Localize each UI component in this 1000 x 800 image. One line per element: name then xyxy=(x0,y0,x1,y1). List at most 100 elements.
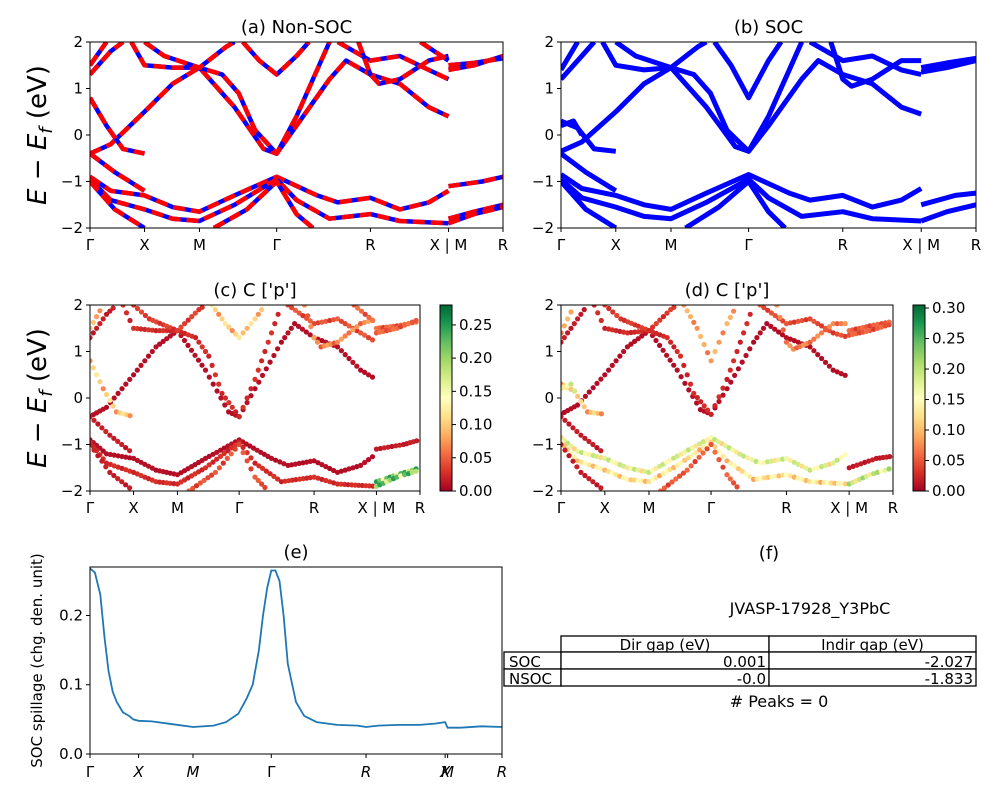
band-point xyxy=(157,341,163,347)
y-tick-label: 2 xyxy=(544,296,554,314)
panel-title: (a) Non-SOC xyxy=(241,17,352,38)
band-line-dashed xyxy=(90,96,145,156)
band-point xyxy=(582,472,588,479)
x-tick-label: Γ xyxy=(235,499,244,517)
band-point xyxy=(774,305,780,308)
band-point xyxy=(886,466,892,472)
y-tick-label: 2 xyxy=(73,33,83,51)
band-point xyxy=(97,308,103,314)
band-point xyxy=(259,307,265,313)
band-point xyxy=(830,460,836,466)
band-point xyxy=(131,372,137,378)
band-line xyxy=(920,55,976,71)
band-point xyxy=(394,325,400,331)
x-tick-label: Γ xyxy=(86,236,95,254)
band-point xyxy=(209,362,215,368)
band-point xyxy=(826,328,833,334)
band-point xyxy=(783,335,790,341)
band-point xyxy=(777,314,783,320)
colorbar-tick-label: 0.15 xyxy=(932,391,965,409)
band-point xyxy=(575,448,581,455)
band-point xyxy=(389,443,395,450)
band-point xyxy=(338,348,344,354)
band-point xyxy=(734,484,740,490)
band-point xyxy=(811,318,817,324)
band-point xyxy=(887,454,893,460)
band-point xyxy=(199,362,205,368)
band-point xyxy=(323,464,329,470)
band-point xyxy=(724,321,730,327)
band-point xyxy=(186,488,192,491)
band-point xyxy=(582,450,589,457)
band-point xyxy=(571,388,577,394)
band-point xyxy=(160,338,166,344)
panel-b-soc: 210−1−2Γ X M Γ R X | M R(b) SOC xyxy=(532,17,981,254)
band-line xyxy=(684,179,787,228)
band-point xyxy=(311,335,317,341)
y-tick-label: 0.0 xyxy=(59,745,83,763)
band-line-dashed xyxy=(447,202,503,221)
band-point xyxy=(236,335,242,341)
band-point xyxy=(95,453,101,459)
band-point xyxy=(267,471,273,477)
band-point xyxy=(149,348,155,355)
band-point xyxy=(178,324,184,330)
band-line xyxy=(90,96,145,156)
band-point xyxy=(90,335,93,341)
band-point xyxy=(331,480,337,486)
y-tick-label: 0.1 xyxy=(59,676,83,694)
band-point xyxy=(248,321,254,327)
band-point xyxy=(414,438,420,444)
band-point xyxy=(753,458,759,464)
band-point xyxy=(206,453,212,459)
band-line-dashed xyxy=(90,151,146,193)
band-point xyxy=(826,324,833,330)
band-point xyxy=(671,362,677,368)
band-point xyxy=(315,460,321,466)
band-point xyxy=(351,305,357,308)
band-point xyxy=(720,392,726,398)
band-point xyxy=(97,379,103,385)
x-tick-label: Γ xyxy=(744,236,753,254)
band-point xyxy=(731,358,737,364)
band-point xyxy=(248,386,254,392)
band-point xyxy=(315,320,321,326)
band-point xyxy=(307,332,313,338)
band-point xyxy=(660,347,666,353)
band-point xyxy=(822,359,829,365)
band-point xyxy=(561,339,564,345)
ylabel-row2: E − Ef (eV) xyxy=(23,328,57,468)
band-point xyxy=(229,404,235,410)
band-point xyxy=(225,448,231,454)
band-point xyxy=(735,466,742,472)
y-tick-label: −2 xyxy=(532,219,554,237)
band-point xyxy=(127,317,133,324)
band-point xyxy=(255,367,261,373)
band-point xyxy=(561,441,564,448)
band-point xyxy=(202,348,209,355)
band-point xyxy=(682,380,688,386)
band-point xyxy=(233,331,239,337)
band-point xyxy=(842,333,848,339)
band-point xyxy=(684,467,690,473)
band-point xyxy=(570,425,576,431)
band-point xyxy=(871,471,877,477)
band-point xyxy=(575,393,581,399)
colorbar xyxy=(439,304,453,492)
band-point xyxy=(727,314,733,320)
band-point xyxy=(218,395,224,401)
band-point xyxy=(334,316,341,322)
band-point xyxy=(248,393,254,399)
band-point xyxy=(735,366,742,372)
band-point xyxy=(127,413,133,419)
panel-title: (e) xyxy=(283,542,308,563)
band-line xyxy=(561,151,618,193)
band-point xyxy=(779,332,786,338)
band-point xyxy=(268,455,275,461)
band-point xyxy=(115,453,121,459)
colorbar-tick-label: 0.00 xyxy=(459,482,492,500)
band-point xyxy=(236,441,242,448)
y-tick-label: −2 xyxy=(532,482,554,500)
colorbar-tick-label: 0.20 xyxy=(459,349,492,367)
band-point xyxy=(846,465,852,471)
